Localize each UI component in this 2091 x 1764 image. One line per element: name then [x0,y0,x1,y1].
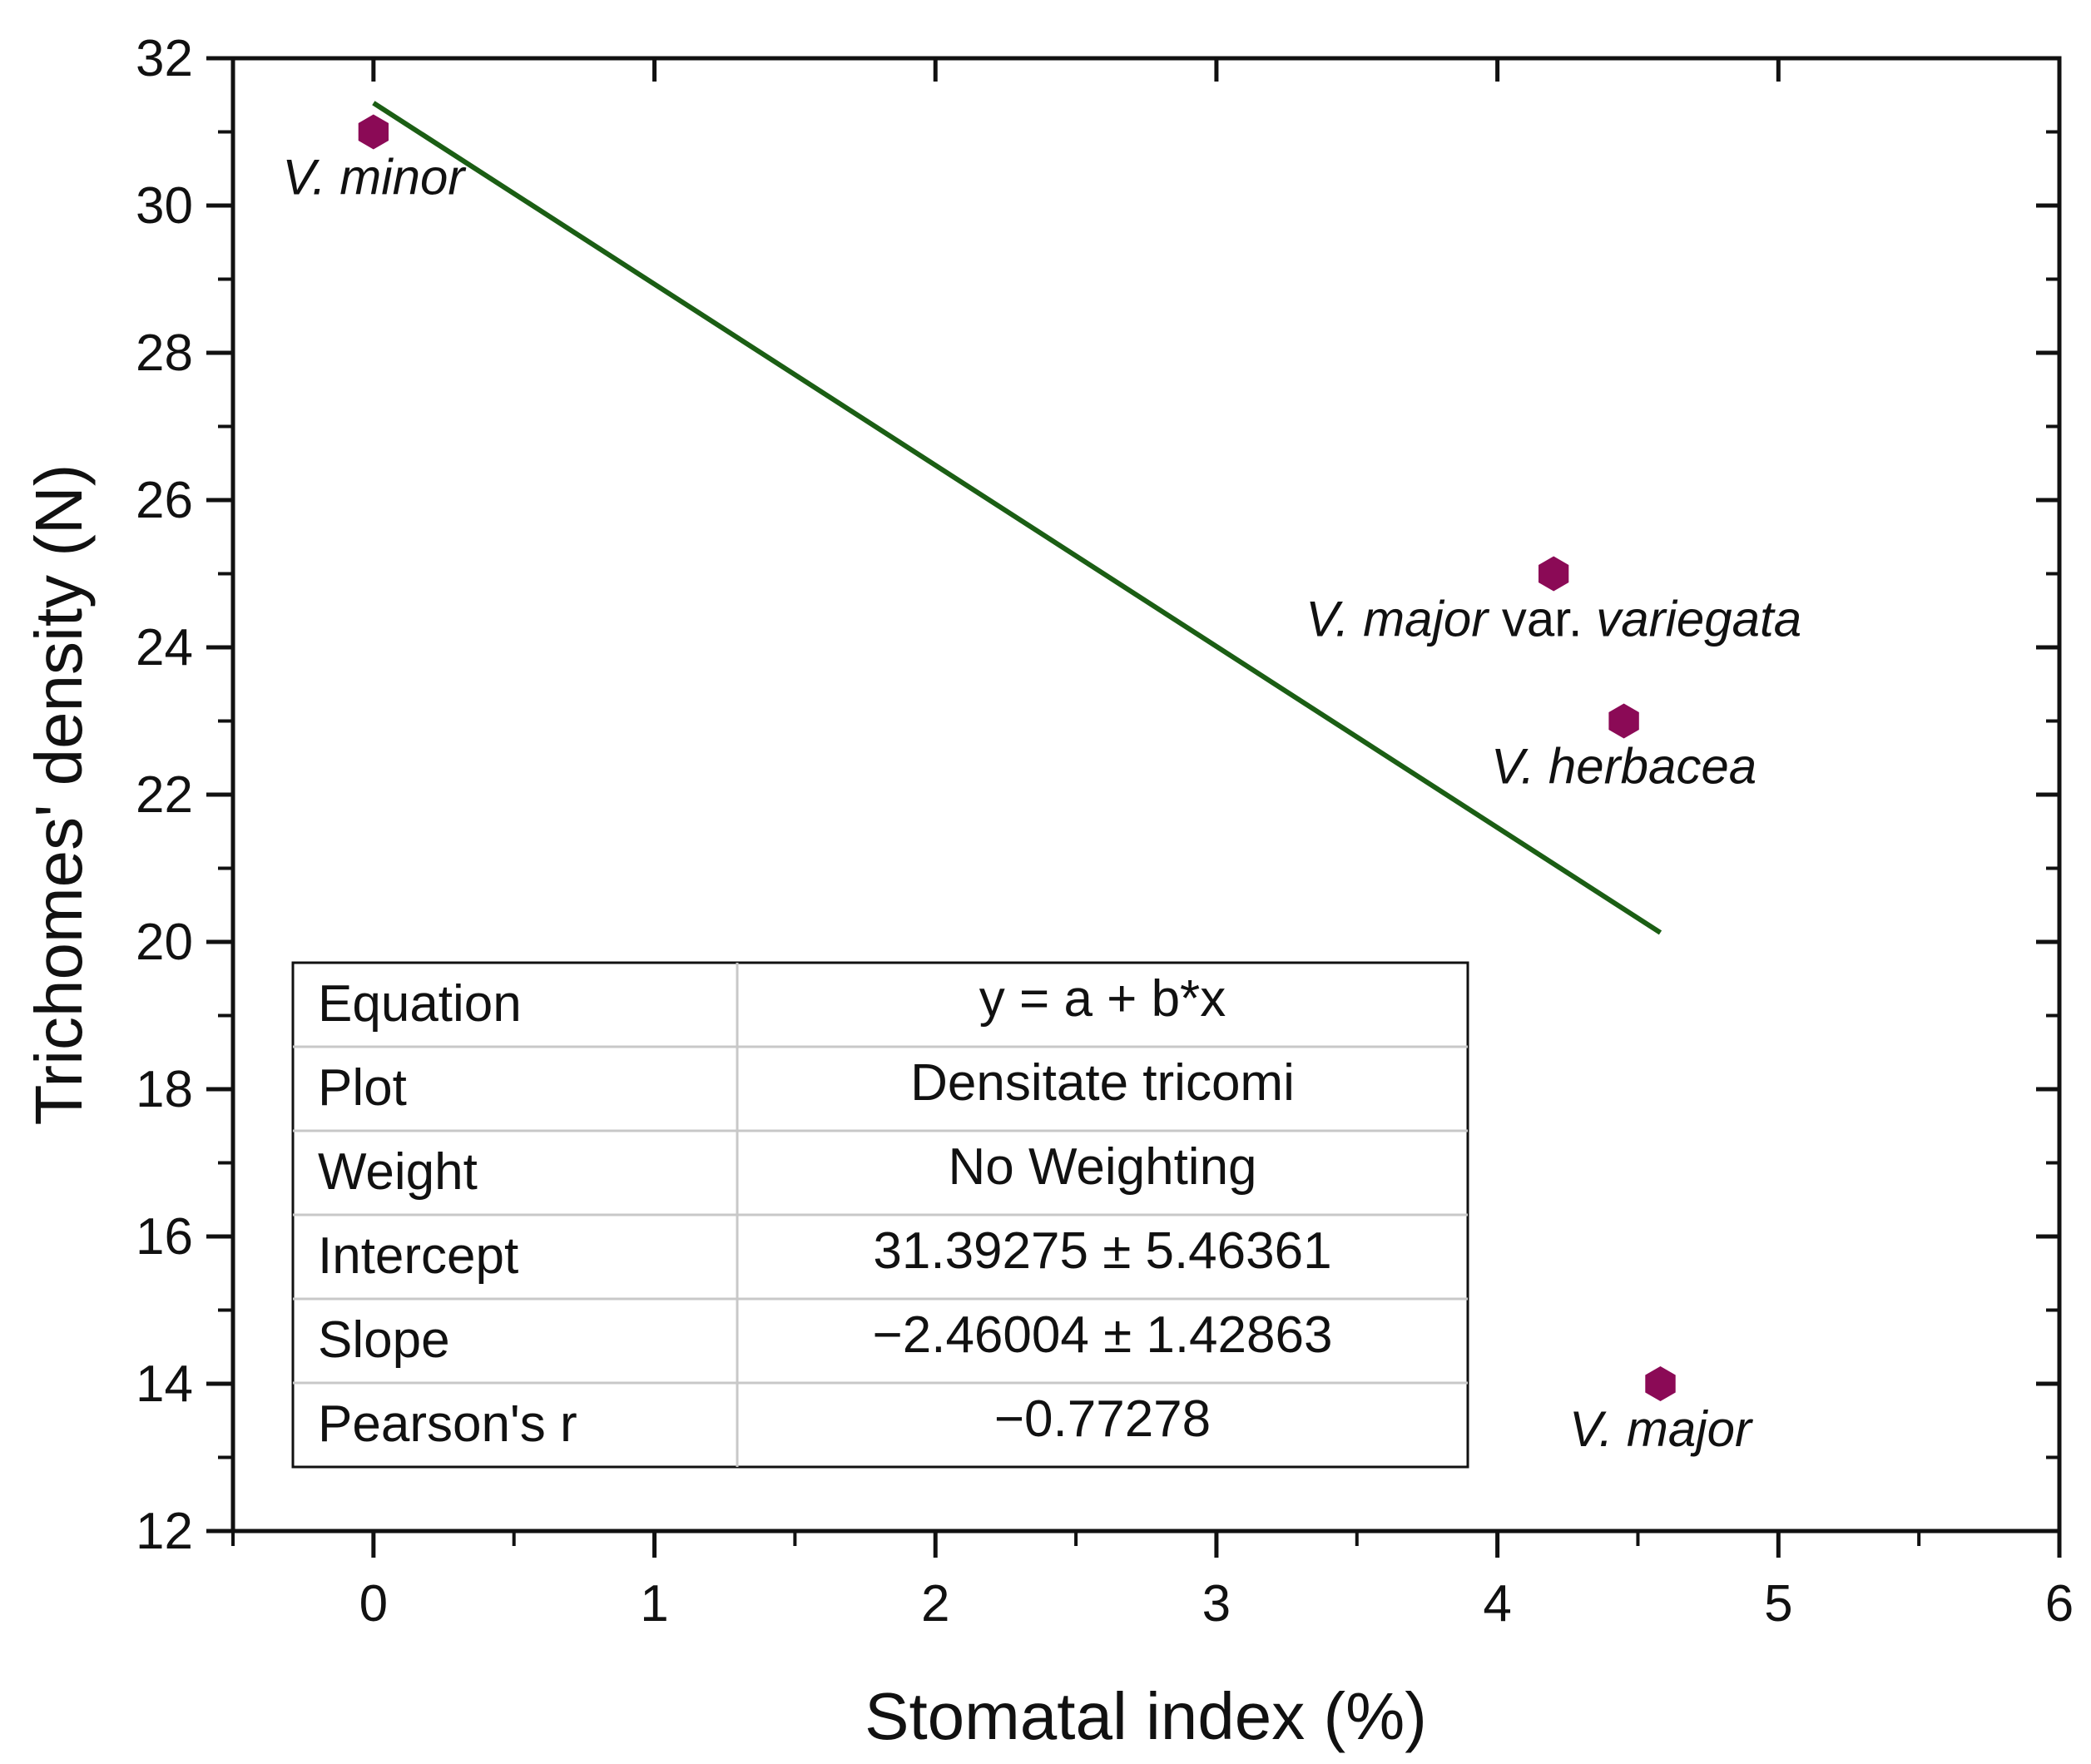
point-label-part: var. [1488,592,1596,647]
point-label: V. minor [282,150,466,206]
y-axis-title: Trichomes' density (N) [22,464,96,1126]
x-axis-title: Stomatal index (%) [865,1679,1427,1753]
fit-table-value: Densitate tricomi [910,1054,1295,1112]
point-label-part: variegata [1596,592,1801,647]
y-tick-label: 26 [136,472,193,529]
y-tick-label: 30 [136,177,193,235]
point-label-part: V. major [1306,592,1489,647]
fit-table-value: No Weighting [948,1138,1256,1196]
point-label: V. major var. variegata [1306,592,1801,647]
y-tick-label: 20 [136,914,193,971]
y-tick-label: 12 [136,1503,193,1560]
fit-table-key: Intercept [318,1227,518,1285]
fit-table-key: Weight [318,1143,478,1201]
data-point [358,114,389,150]
x-tick-label: 5 [1764,1575,1792,1633]
fit-line [372,101,1662,935]
fit-line-layer [372,101,1662,935]
y-tick-label: 32 [136,30,193,87]
data-point [1539,556,1569,592]
x-tick-label: 2 [921,1575,949,1633]
fit-table-value: 31.39275 ± 5.46361 [873,1222,1331,1280]
y-tick-label: 18 [136,1061,193,1118]
x-tick-label: 0 [359,1575,388,1633]
fit-table-value: −2.46004 ± 1.42863 [873,1306,1333,1364]
y-tick-label: 22 [136,766,193,824]
x-tick-label: 4 [1483,1575,1511,1633]
fit-table-key: Pearson's r [318,1395,577,1453]
y-tick-label: 14 [136,1355,193,1413]
fit-table-key: Equation [318,975,522,1033]
fit-table-value: y = a + b*x [979,970,1226,1028]
data-point [1645,1366,1676,1401]
x-tick-label: 3 [1202,1575,1231,1633]
point-label: V. major [1569,1401,1753,1457]
point-label: V. herbacea [1491,739,1757,795]
fit-table-value: −0.77278 [994,1390,1211,1448]
fit-table-key: Slope [318,1311,450,1369]
fit-table-key: Plot [318,1059,407,1117]
x-tick-label: 6 [2045,1575,2074,1633]
x-tick-label: 1 [640,1575,668,1633]
fit-table: Equation y = a + b*x Plot Densitate tricomi… [291,961,1469,1469]
y-tick-label: 24 [136,619,193,676]
data-point [1608,703,1639,739]
points-layer [358,114,1676,1401]
y-tick-label: 28 [136,325,193,382]
y-tick-label: 16 [136,1208,193,1266]
point-labels-layer: V. minor V. major var. variegata V. herbac… [282,150,1801,1458]
